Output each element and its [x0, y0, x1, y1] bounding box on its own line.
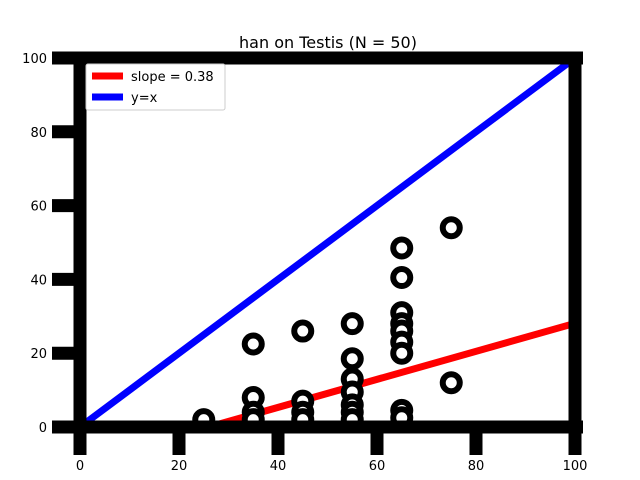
y-tick-label: 80	[30, 126, 47, 141]
identity-line	[77, 55, 578, 430]
chart-title: han on Testis (N = 50)	[239, 33, 417, 52]
data-point	[390, 236, 414, 260]
legend-label-identity: y=x	[131, 91, 158, 106]
data-point	[439, 371, 463, 395]
data-point	[439, 216, 463, 240]
x-tick-label: 20	[171, 459, 188, 474]
y-tick-label: 40	[30, 273, 47, 288]
data-point	[390, 341, 414, 365]
y-tick-label: 0	[39, 421, 47, 436]
plot-area: 0 20 40 60 80 100 0 20 40 60 80 100	[22, 51, 588, 474]
x-tick-label: 0	[76, 459, 84, 474]
legend: slope = 0.38 y=x	[85, 63, 226, 111]
legend-label-slope: slope = 0.38	[131, 70, 214, 85]
data-point	[241, 332, 265, 356]
y-tick-label: 20	[30, 347, 47, 362]
x-tick-label: 100	[563, 459, 588, 474]
data-point	[340, 312, 364, 336]
x-tick-label: 60	[369, 459, 386, 474]
x-tick-label: 80	[468, 459, 485, 474]
data-point	[390, 266, 414, 290]
data-point	[340, 347, 364, 371]
x-tick-label: 40	[270, 459, 287, 474]
y-tick-label: 100	[22, 52, 47, 67]
data-point	[291, 319, 315, 343]
y-tick-label: 60	[30, 200, 47, 215]
regression-line	[207, 319, 576, 431]
